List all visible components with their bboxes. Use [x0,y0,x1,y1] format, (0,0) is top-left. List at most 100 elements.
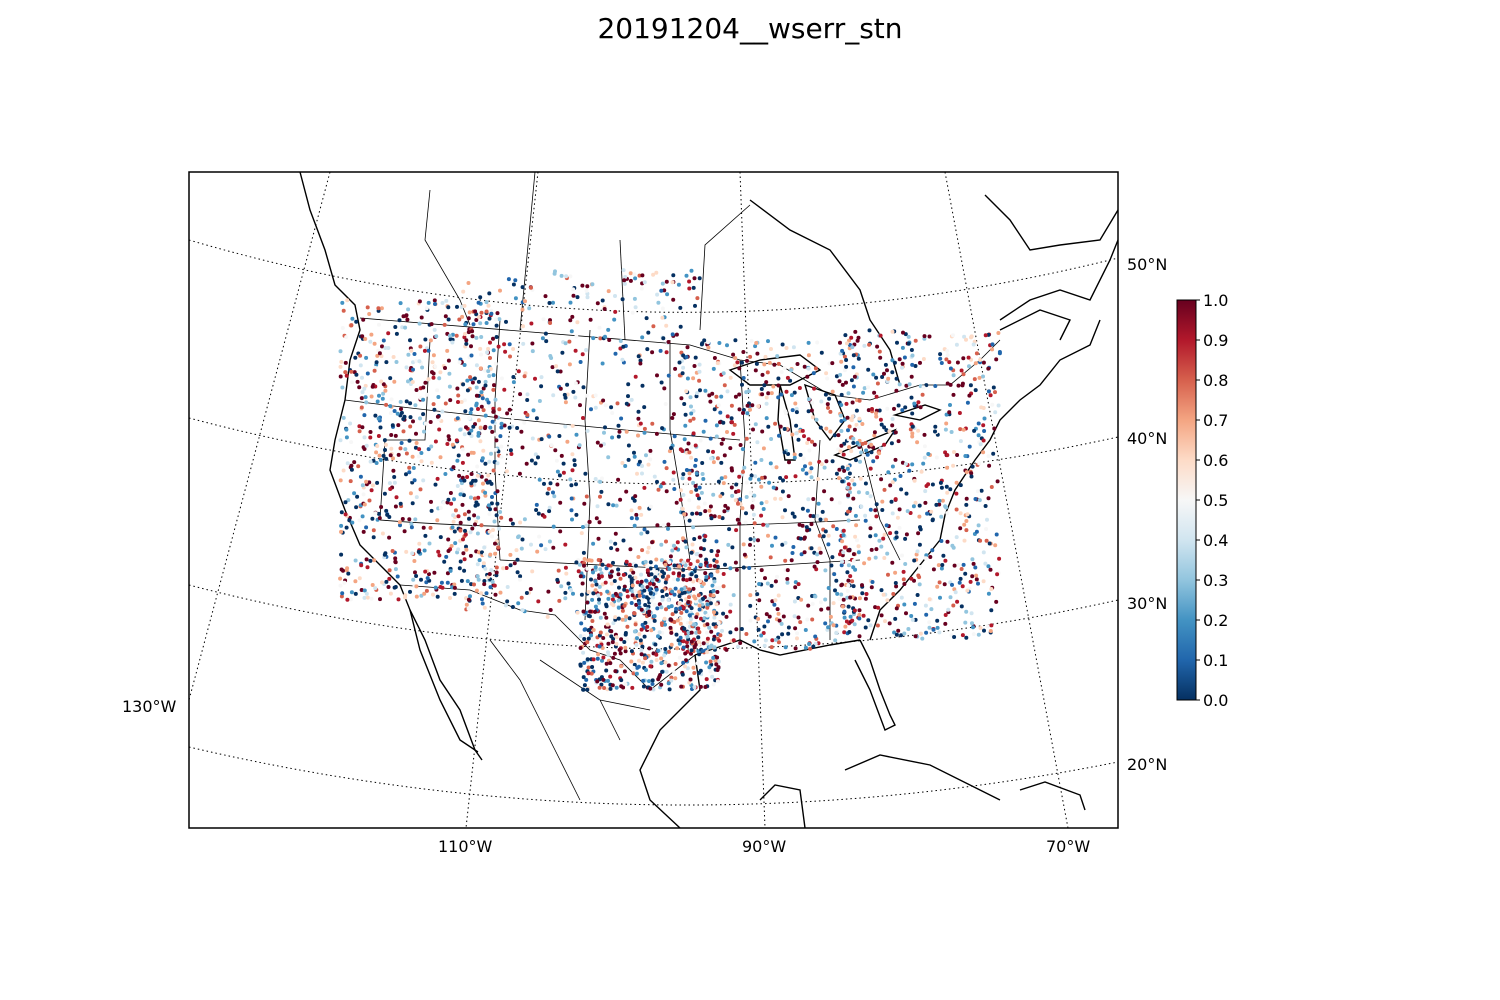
station-dot [442,500,447,505]
station-dot [640,644,645,649]
station-dot [663,402,668,406]
station-dot [383,388,388,393]
station-dot [670,548,675,553]
station-dot [890,560,895,565]
station-dot [661,481,666,486]
station-dot [422,429,426,434]
station-dot [779,621,784,626]
station-dot [622,669,627,674]
station-dot [468,410,473,415]
station-dot [929,607,934,612]
station-dot [508,517,513,522]
station-dot [740,506,745,511]
station-dot [945,353,950,358]
station-dot [608,674,613,679]
station-dot [939,361,944,365]
station-dot [826,533,831,538]
station-dot [941,553,946,558]
station-dot [410,380,415,384]
station-dot [479,591,484,596]
station-dot [900,408,905,413]
station-dot [483,368,487,373]
station-dot [857,616,862,621]
station-dot [790,408,795,413]
station-dot [428,525,433,530]
station-dot [396,452,401,457]
station-dot [350,380,354,385]
station-dot [839,443,844,448]
station-dot [876,605,881,610]
station-dot [409,348,414,353]
station-dot [687,450,692,455]
station-dot [469,472,474,476]
station-dot [675,646,680,651]
station-dot [344,373,349,378]
station-dot [519,429,524,434]
station-dot [437,553,442,558]
station-dot [569,496,574,501]
station-dot [856,490,861,495]
station-dot [806,397,811,402]
station-dot [551,393,556,398]
station-dot [446,305,451,310]
station-dot [635,665,640,670]
station-dot [858,476,863,481]
station-dot [403,447,408,452]
station-dot [473,478,478,483]
station-dot [438,506,443,510]
station-dot [711,655,716,660]
station-dot [339,529,343,534]
station-dot [623,631,628,635]
station-dot [908,511,913,515]
station-dot [966,355,971,360]
station-dot [360,375,364,380]
state-line-9 [499,559,861,571]
station-dot [579,531,584,536]
station-dot [872,430,877,435]
station-dot [957,411,962,415]
station-dot [983,561,988,566]
station-dot [993,390,997,395]
station-dot [633,589,638,594]
station-dot [852,482,857,487]
station-dot [967,364,971,369]
station-dot [474,500,479,505]
station-dot [598,479,603,484]
station-dot [646,620,651,625]
station-dot [846,578,851,583]
station-dot [748,407,752,412]
station-dot [416,454,421,459]
station-dot [348,479,353,484]
station-dot [672,434,677,439]
station-dot [570,314,575,319]
station-dot [895,340,899,345]
station-dot [534,508,539,512]
station-dot [679,396,684,401]
station-dot [468,375,473,380]
station-dot [487,459,492,464]
station-dot [617,647,622,652]
station-dot [819,462,824,467]
station-dot [395,411,400,416]
station-dot [537,399,542,403]
station-dot [752,521,757,526]
station-dot [582,557,587,561]
station-dot [640,335,645,340]
station-dot [602,686,607,690]
station-dot [697,276,702,281]
station-dot [863,625,868,630]
station-dot [968,579,973,584]
station-dot [604,632,609,637]
station-dot [456,547,461,552]
station-dot [596,593,601,598]
station-dot [901,569,906,574]
station-dot [681,472,686,477]
station-dot [392,475,397,479]
station-dot [558,386,563,391]
station-dot [494,565,499,570]
station-dot [725,506,730,511]
station-dot [922,432,927,437]
station-dot [748,618,753,623]
station-dot [640,598,644,603]
